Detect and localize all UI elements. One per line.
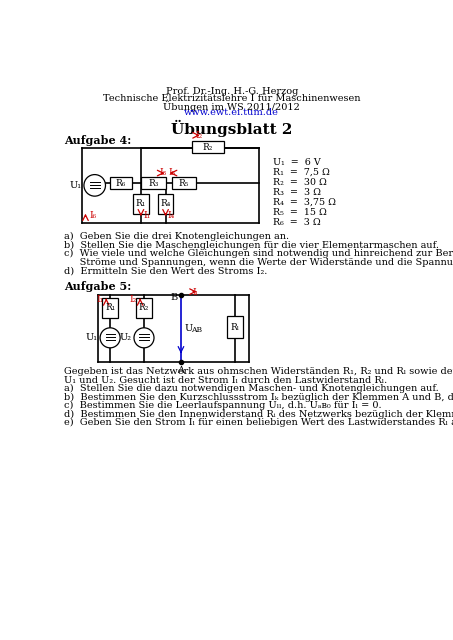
Text: Gegeben ist das Netzwerk aus ohmschen Widerständen R₁, R₂ und Rₗ sowie den ideal: Gegeben ist das Netzwerk aus ohmschen Wi… [64, 367, 453, 376]
Circle shape [134, 328, 154, 348]
Bar [158, 194, 173, 214]
Text: Aufgabe 4:: Aufgabe 4: [64, 135, 131, 147]
Bar [227, 316, 242, 338]
Bar [141, 177, 165, 189]
Text: b)  Bestimmen Sie den Kurzschlussstrom Iₖ bezüglich der Klemmen A und B, d.h. Iₗ: b) Bestimmen Sie den Kurzschlussstrom Iₖ… [64, 392, 453, 402]
Text: U₁ und U₂. Gesucht ist der Strom Iₗ durch den Lastwiderstand Rₗ.: U₁ und U₂. Gesucht ist der Strom Iₗ durc… [64, 376, 387, 385]
Text: I₄: I₄ [168, 211, 175, 220]
Text: I₆: I₆ [89, 211, 96, 220]
Text: I₂: I₂ [195, 131, 202, 140]
Text: R₄: R₄ [160, 199, 171, 209]
Text: R₆  =  3 Ω: R₆ = 3 Ω [273, 218, 321, 227]
Text: I₃: I₃ [159, 168, 167, 177]
Text: Iₗ: Iₗ [193, 288, 198, 297]
Text: Übungsblatt 2: Übungsblatt 2 [171, 120, 293, 137]
Bar [172, 177, 196, 189]
Text: d)  Ermitteln Sie den Wert des Stroms I₂.: d) Ermitteln Sie den Wert des Stroms I₂. [64, 266, 267, 275]
Text: R₃  =  3 Ω: R₃ = 3 Ω [273, 188, 321, 196]
Text: AB: AB [191, 326, 202, 334]
Text: R₅: R₅ [179, 179, 189, 188]
Text: b)  Stellen Sie die Maschengleichungen für die vier Elementarmaschen auf.: b) Stellen Sie die Maschengleichungen fü… [64, 241, 439, 250]
Text: R₄  =  3,75 Ω: R₄ = 3,75 Ω [273, 198, 337, 207]
Text: Rₗ: Rₗ [231, 323, 239, 332]
Text: U₁: U₁ [69, 181, 82, 190]
Text: I₁: I₁ [96, 295, 103, 304]
Text: c)  Bestimmen Sie die Leerlaufspannung Uₗₗ, d.h. Uₐʙ₀ für Iₗ = 0.: c) Bestimmen Sie die Leerlaufspannung Uₗ… [64, 401, 381, 410]
Text: R₂  =  30 Ω: R₂ = 30 Ω [273, 178, 327, 187]
Bar [136, 298, 152, 318]
Text: a)  Stellen Sie die dazu notwendigen Maschen- und Knotengleichungen auf.: a) Stellen Sie die dazu notwendigen Masc… [64, 384, 439, 393]
Text: A: A [178, 365, 184, 374]
Text: R₁: R₁ [136, 199, 146, 209]
Circle shape [100, 328, 120, 348]
Text: I₁: I₁ [143, 211, 150, 220]
Text: B: B [170, 293, 178, 302]
Text: U₂: U₂ [120, 333, 132, 342]
Text: e)  Geben Sie den Strom Iₗ für einen beliebigen Wert des Lastwiderstandes Rₗ an.: e) Geben Sie den Strom Iₗ für einen beli… [64, 418, 453, 427]
Text: Prof. Dr.-Ing. H.-G. Herzog: Prof. Dr.-Ing. H.-G. Herzog [166, 87, 298, 96]
Text: Aufgabe 5:: Aufgabe 5: [64, 281, 131, 292]
Circle shape [84, 175, 106, 196]
Text: U₁: U₁ [86, 333, 98, 342]
Text: Übungen im WS 2011/2012: Übungen im WS 2011/2012 [164, 100, 300, 111]
Bar [192, 141, 224, 153]
Text: Ströme und Spannungen, wenn die Werte der Widerstände und die Spannung U₁ gegebe: Ströme und Spannungen, wenn die Werte de… [64, 258, 453, 267]
Text: a)  Geben Sie die drei Knotengleichungen an.: a) Geben Sie die drei Knotengleichungen … [64, 232, 289, 241]
Bar [110, 177, 132, 189]
Text: U₁  =  6 V: U₁ = 6 V [273, 157, 321, 166]
Text: Technische Elektrizitätslehre I für Maschinenwesen: Technische Elektrizitätslehre I für Masc… [103, 93, 361, 103]
Text: U: U [185, 324, 193, 333]
Text: c)  Wie viele und welche Gleichungen sind notwendig und hinreichend zur Berechnu: c) Wie viele und welche Gleichungen sind… [64, 249, 453, 259]
Bar [133, 194, 149, 214]
Text: R₁: R₁ [105, 303, 115, 312]
Text: R₂: R₂ [203, 143, 213, 152]
Text: I₂: I₂ [130, 295, 137, 304]
Text: R₂: R₂ [139, 303, 149, 312]
Text: R₃: R₃ [148, 179, 159, 188]
Text: R₆: R₆ [116, 179, 126, 188]
Text: R₁  =  7,5 Ω: R₁ = 7,5 Ω [273, 168, 330, 177]
Text: www.ewt.ei.tum.de: www.ewt.ei.tum.de [184, 108, 279, 116]
Text: I₅: I₅ [169, 168, 176, 177]
Bar [102, 298, 118, 318]
Text: R₅  =  15 Ω: R₅ = 15 Ω [273, 208, 327, 217]
Text: d)  Bestimmen Sie den Innenwiderstand Rᵢ des Netzwerks bezüglich der Klemmen A u: d) Bestimmen Sie den Innenwiderstand Rᵢ … [64, 410, 453, 419]
